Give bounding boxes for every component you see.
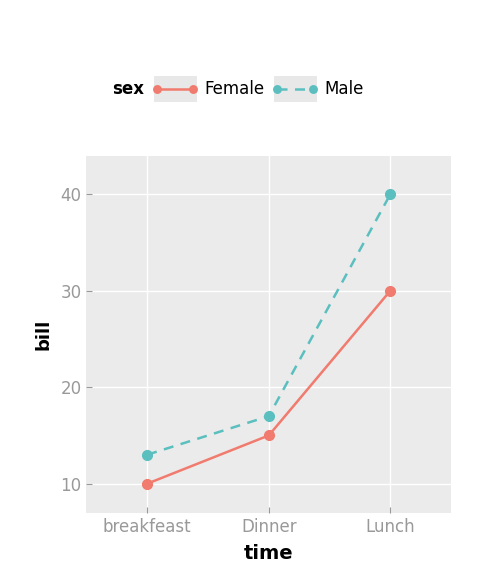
Y-axis label: bill: bill — [34, 319, 52, 350]
X-axis label: time: time — [244, 544, 294, 563]
Text: sex: sex — [112, 80, 144, 98]
Text: Male: Male — [324, 80, 363, 98]
Text: Female: Female — [204, 80, 264, 98]
